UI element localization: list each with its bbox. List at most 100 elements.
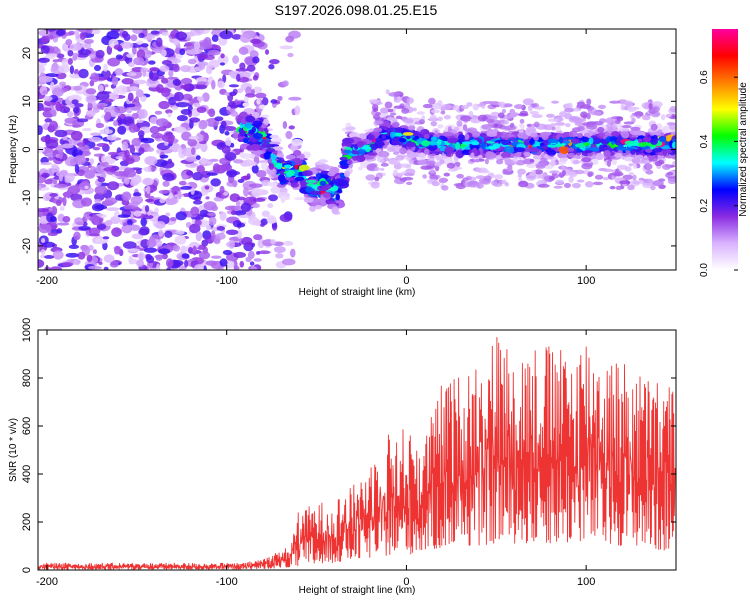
heatmap-cell (76, 118, 89, 123)
heatmap-cell (72, 149, 77, 158)
heatmap-cell (235, 200, 241, 207)
heatmap-cell (574, 121, 584, 127)
heatmap-cell (156, 263, 161, 270)
heatmap-cell (319, 163, 330, 171)
heatmap-cell (460, 115, 472, 122)
heatmap-cell (100, 69, 112, 80)
heatmap-cell (104, 84, 109, 88)
heatmap-cell (629, 128, 642, 136)
heatmap-cell (651, 124, 657, 131)
heatmap-cell (462, 124, 468, 131)
heatmap-cell (115, 156, 124, 160)
heatmap-cell (56, 48, 61, 55)
heatmap-cell (93, 64, 102, 72)
heatmap-cell (137, 251, 146, 262)
heatmap-cell (97, 176, 106, 183)
heatmap-cell (128, 62, 135, 68)
heatmap-cell (669, 105, 676, 113)
heatmap-cell (288, 96, 302, 101)
heatmap-cell (38, 259, 45, 268)
heatmap-cell (102, 236, 110, 240)
heatmap-cell (83, 38, 94, 44)
heatmap-cell (196, 132, 204, 142)
heatmap-cell (171, 106, 179, 111)
heatmap-cell (180, 108, 192, 116)
heatmap-cell (66, 111, 74, 118)
heatmap-cell (421, 140, 431, 147)
heatmap-cell (112, 120, 119, 127)
heatmap-cell (586, 98, 592, 106)
heatmap-cell (637, 160, 646, 164)
heatmap-cell (230, 210, 237, 216)
heatmap-cell (370, 181, 380, 189)
heatmap-cell (232, 55, 240, 64)
heatmap-cell (306, 179, 317, 183)
heatmap-cell (548, 176, 555, 181)
heatmap-cell (597, 104, 607, 109)
heatmap-cell (117, 214, 131, 218)
heatmap-cell (210, 178, 221, 187)
heatmap-cell (403, 172, 415, 177)
heatmap-cell (437, 124, 444, 129)
heatmap-cell (405, 141, 417, 148)
heatmap-cell (671, 113, 676, 119)
heatmap-cell (662, 150, 668, 157)
heatmap-cell (630, 149, 636, 155)
heatmap-cell (128, 123, 138, 133)
heatmap-cell (146, 185, 151, 195)
heatmap-cell (204, 185, 210, 190)
heatmap-cell (676, 140, 680, 145)
heatmap-cell (219, 62, 226, 66)
heatmap-cell (65, 252, 79, 258)
heatmap-cell (126, 72, 137, 77)
colorbar-tick-label: 0.6 (699, 70, 710, 84)
heatmap-cell (343, 149, 353, 154)
heatmap-cell (621, 130, 630, 139)
heatmap-cell (202, 265, 207, 270)
heatmap-cell (462, 177, 470, 182)
heatmap-cell (245, 256, 252, 263)
heatmap-cell (101, 155, 107, 163)
heatmap-cell (131, 137, 142, 147)
heatmap-cell (373, 127, 383, 133)
heatmap-cell (406, 134, 411, 140)
heatmap-cell (190, 187, 195, 195)
heatmap-cell (345, 126, 356, 131)
heatmap-cell (217, 54, 229, 65)
heatmap-cell (40, 248, 46, 255)
heatmap-cell (549, 170, 560, 174)
heatmap-cell (245, 115, 256, 123)
heatmap-cell (456, 173, 464, 179)
heatmap-cell (648, 103, 653, 110)
heatmap-cell (429, 114, 437, 122)
heatmap-cell (140, 43, 149, 48)
heatmap-cell (126, 53, 136, 58)
heatmap-cell (637, 179, 644, 185)
heatmap-cell (172, 38, 180, 46)
heatmap-cell (149, 72, 160, 81)
heatmap-cell (77, 169, 86, 177)
heatmap-cell (105, 207, 120, 212)
heatmap-cell (485, 151, 496, 159)
heatmap-cell (164, 142, 169, 146)
heatmap-cell (251, 38, 262, 45)
x-tick-label: -100 (216, 576, 238, 588)
heatmap-cell (561, 169, 567, 176)
heatmap-cell (270, 99, 278, 104)
heatmap-cell (288, 176, 295, 181)
heatmap-cell (379, 167, 385, 171)
heatmap-cell (226, 229, 239, 236)
heatmap-cell (124, 157, 135, 165)
y-tick-label: 0 (21, 567, 33, 573)
heatmap-cell (104, 197, 118, 205)
heatmap-cell (456, 120, 463, 127)
heatmap-cell (309, 205, 317, 212)
heatmap-cell (65, 39, 73, 46)
heatmap-cell (90, 72, 100, 83)
heatmap-cell (103, 167, 116, 172)
heatmap-cell (55, 29, 66, 36)
heatmap-cell (118, 32, 124, 36)
heatmap-cell (187, 138, 198, 147)
heatmap-cell (38, 29, 50, 37)
heatmap-cell (289, 248, 296, 258)
